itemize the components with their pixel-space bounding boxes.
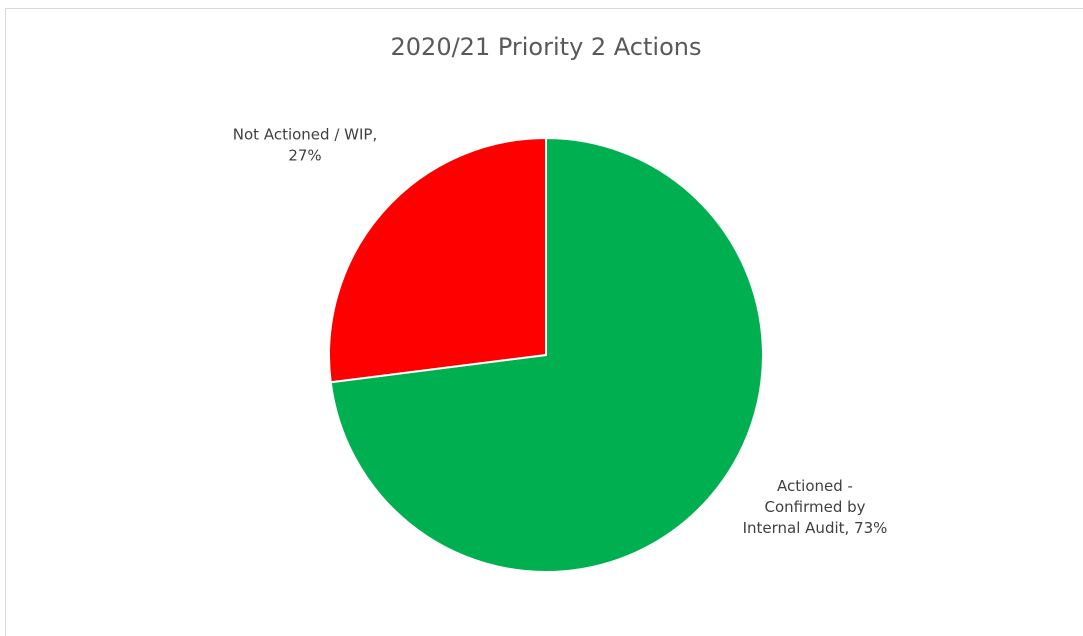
data-label: Not Actioned / WIP, 27% xyxy=(233,125,377,164)
chart-title: 2020/21 Priority 2 Actions xyxy=(391,33,702,61)
data-label: Actioned -Confirmed by Internal Audit, 73… xyxy=(743,477,888,537)
pie-slice xyxy=(328,136,547,384)
